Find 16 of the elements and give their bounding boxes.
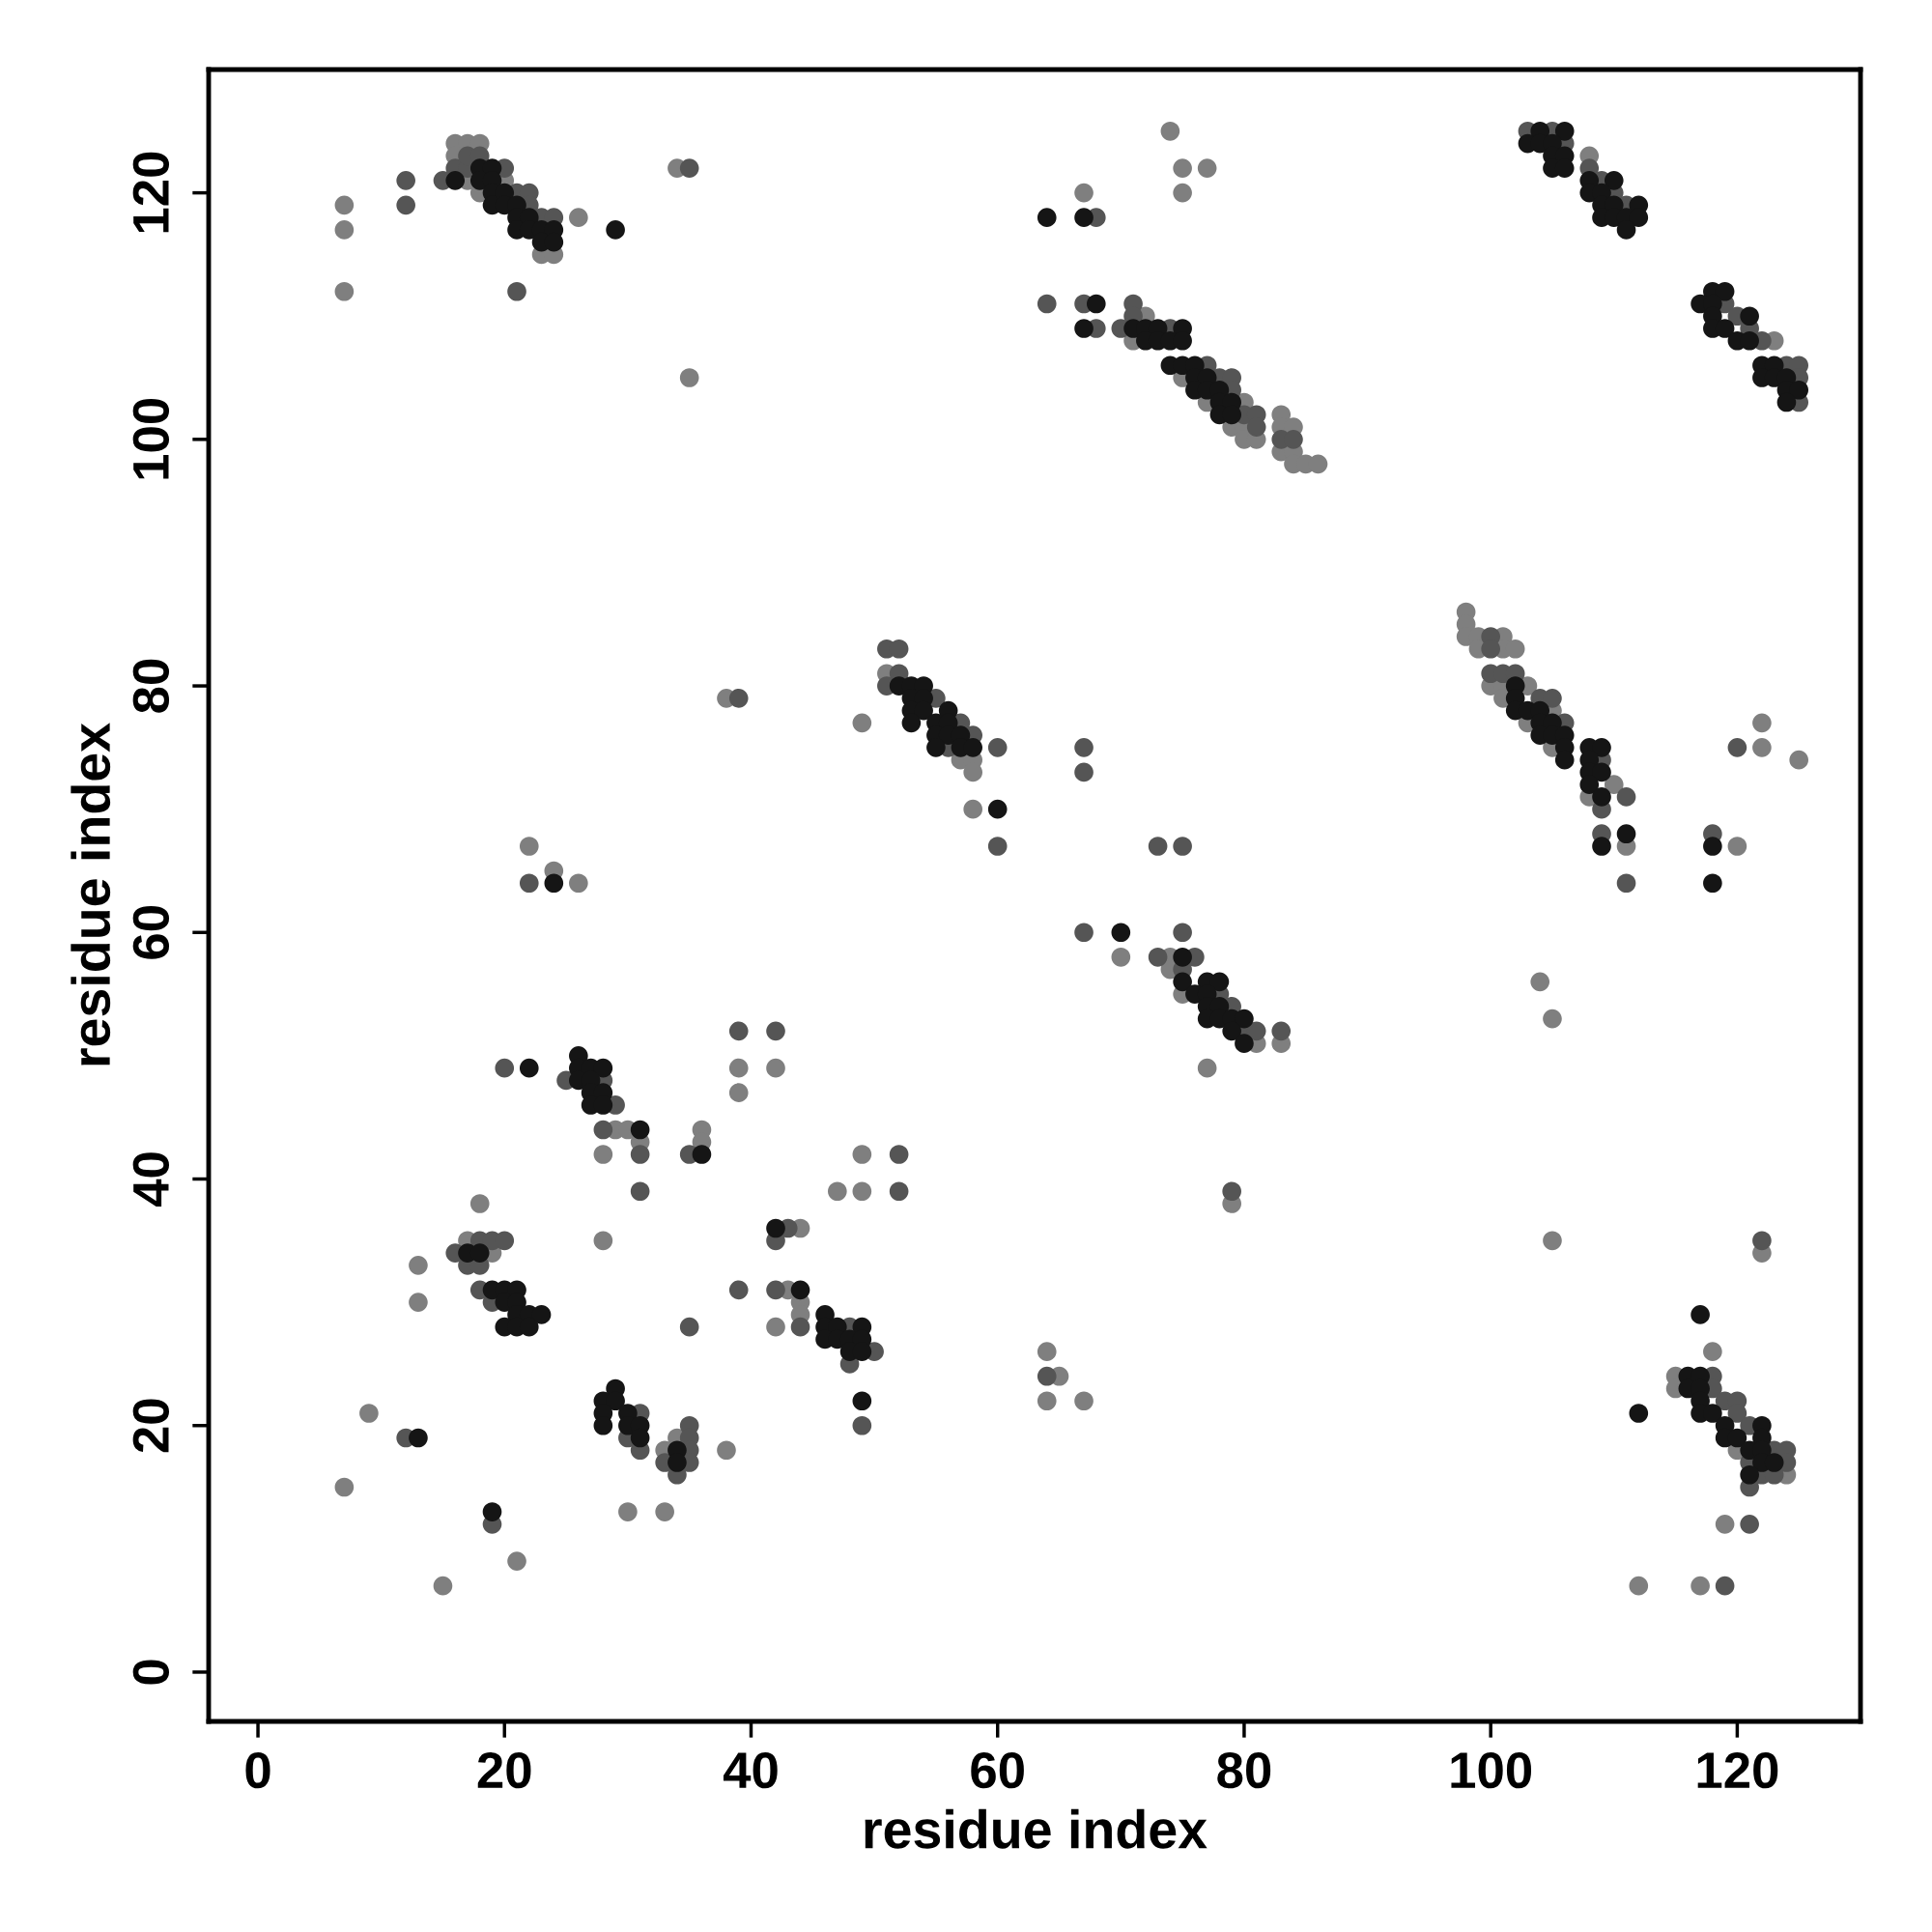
x-tick-label: 100 bbox=[1451, 1751, 1532, 1789]
y-tick-label: 100 bbox=[132, 398, 170, 479]
y-tick-label: 0 bbox=[132, 1660, 170, 1685]
x-tick-label: 60 bbox=[971, 1751, 1024, 1789]
x-axis-title: residue index bbox=[865, 1808, 1208, 1849]
x-tick-label: 40 bbox=[723, 1751, 778, 1789]
x-tick-label: 80 bbox=[1217, 1751, 1271, 1789]
y-axis-title: residue index bbox=[71, 723, 111, 1065]
y-tick-label: 80 bbox=[132, 659, 170, 713]
y-tick-label: 40 bbox=[132, 1152, 170, 1208]
x-tick-label: 20 bbox=[477, 1751, 531, 1789]
y-tick-label: 120 bbox=[132, 152, 170, 233]
y-tick-label: 60 bbox=[132, 906, 170, 959]
x-tick-label: 0 bbox=[245, 1751, 270, 1789]
x-tick-label: 120 bbox=[1697, 1751, 1778, 1789]
y-tick-label: 20 bbox=[132, 1399, 170, 1453]
